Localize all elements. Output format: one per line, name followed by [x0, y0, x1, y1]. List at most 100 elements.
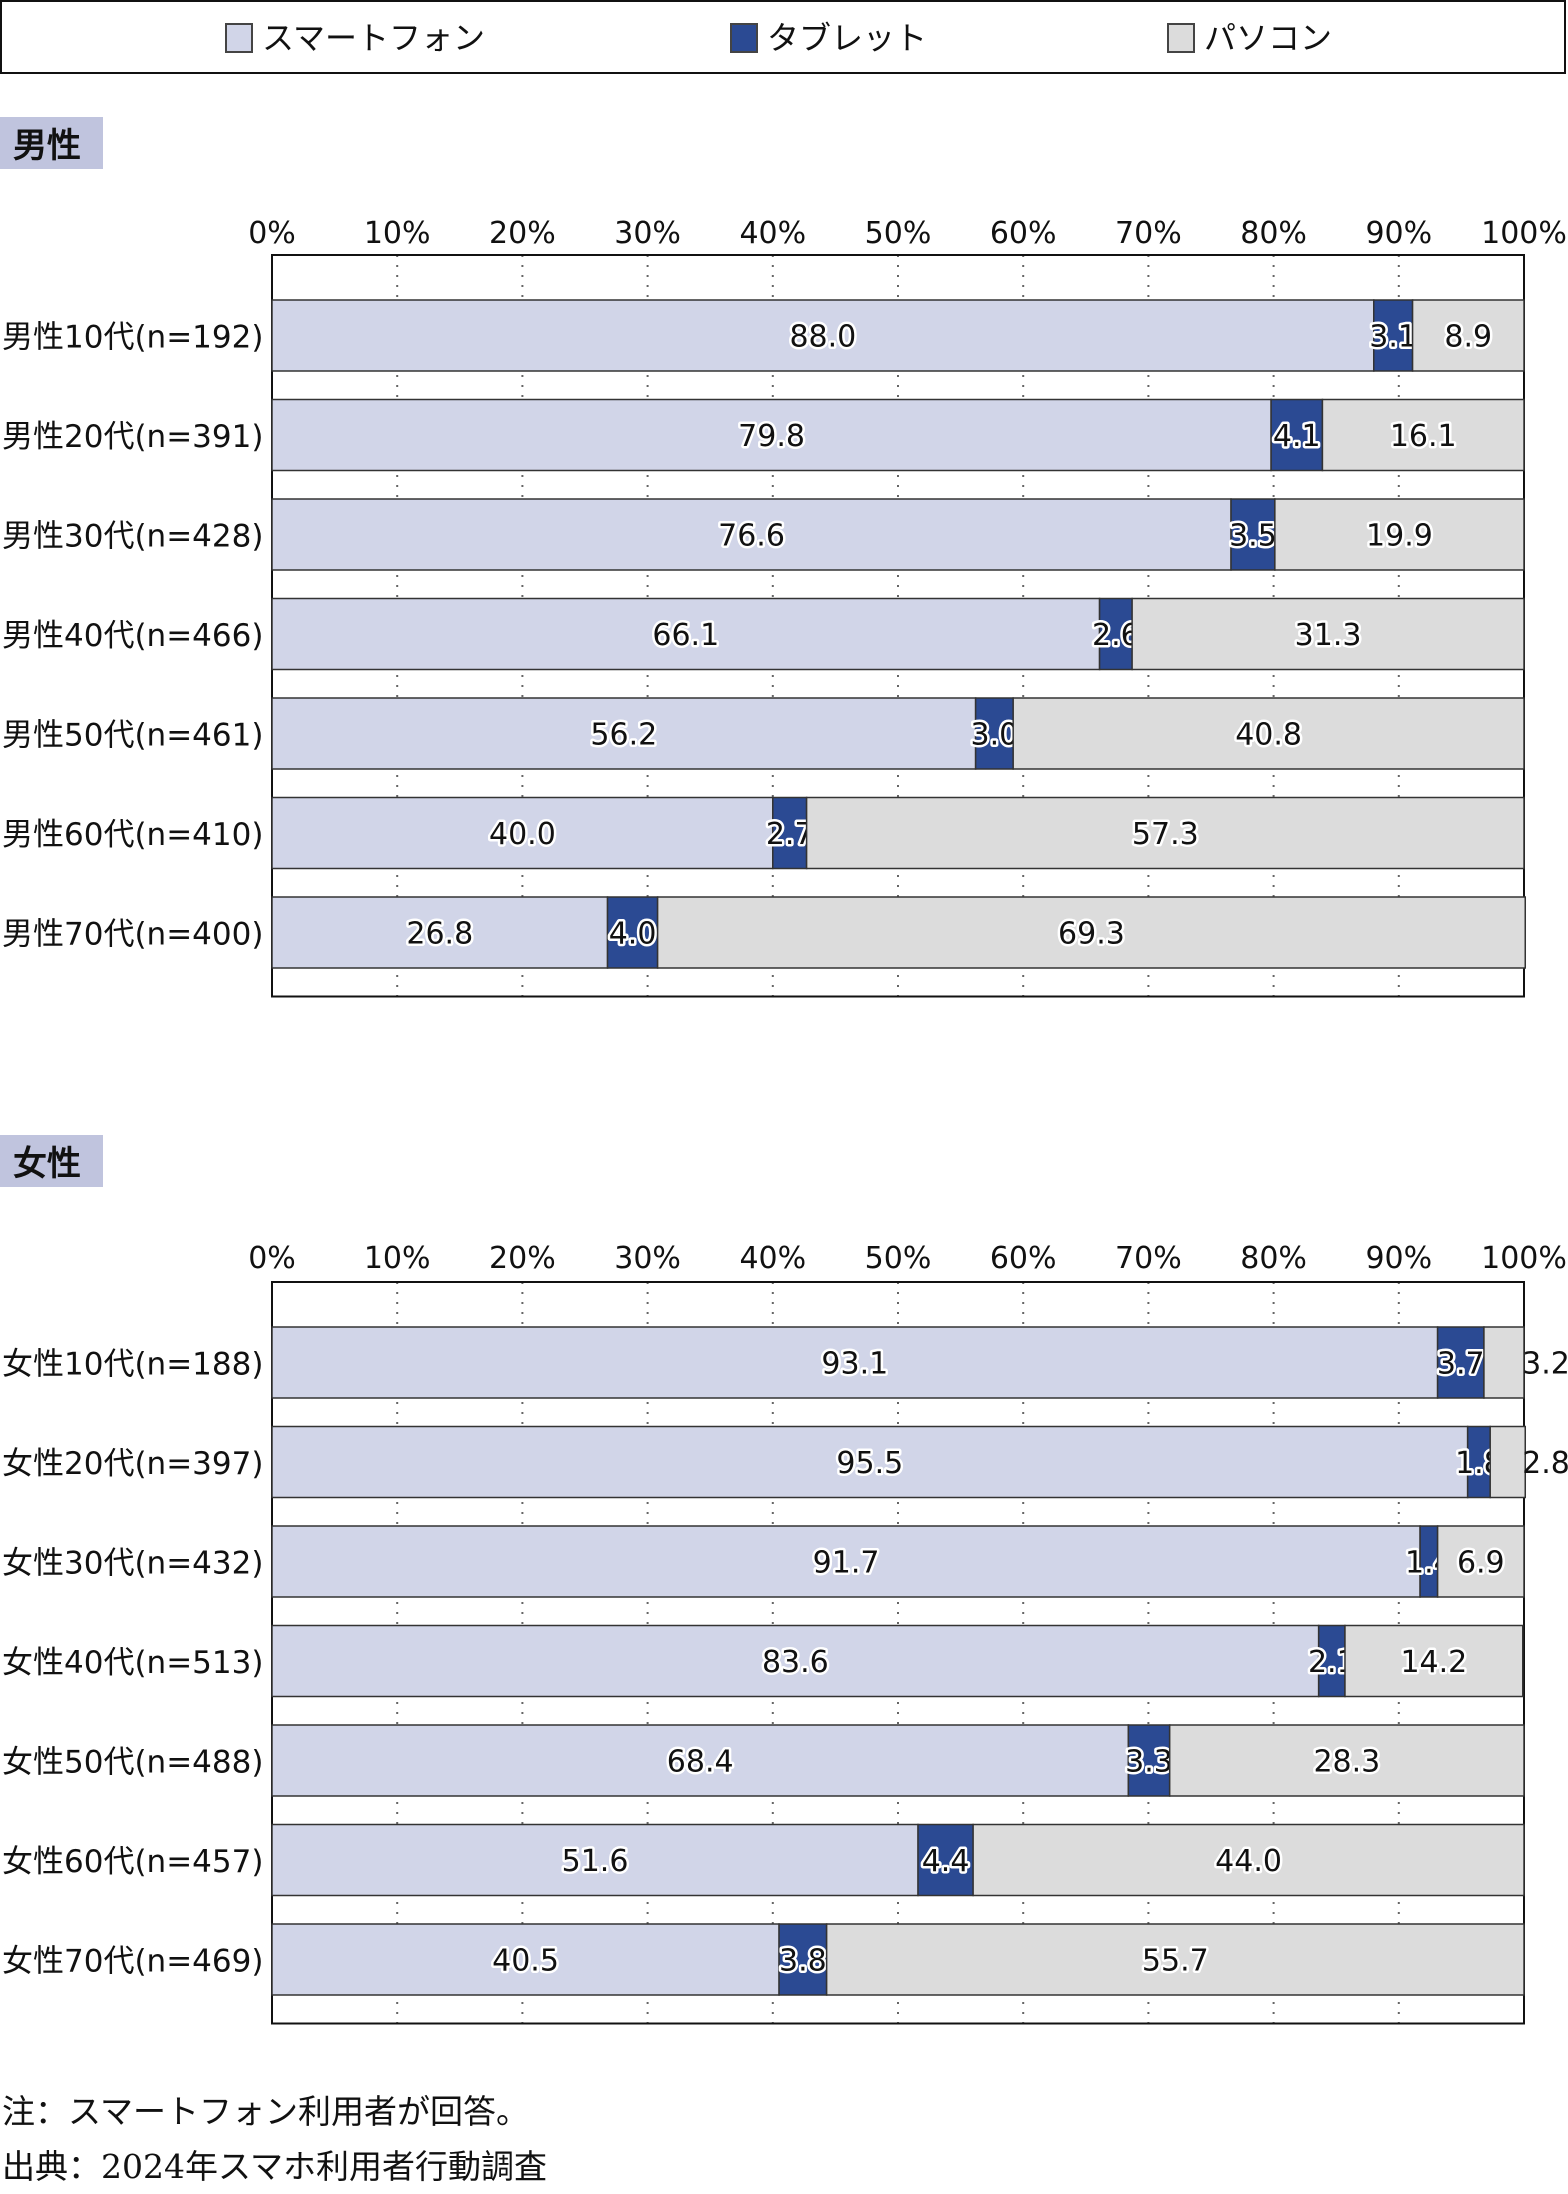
data-label: 26.8: [406, 917, 473, 952]
category-label: 女性70代(n=469): [2, 1944, 263, 1980]
legend-swatch: [730, 23, 758, 53]
legend-label: タブレット: [767, 19, 927, 57]
category-label: 女性20代(n=397): [2, 1446, 263, 1482]
bar-segment: [1230, 498, 1276, 571]
data-label: 2.8: [1522, 1446, 1568, 1481]
section-title-bg: [0, 117, 103, 169]
x-tick-label: 60%: [990, 216, 1057, 251]
category-label: 女性60代(n=457): [2, 1844, 263, 1880]
section-title: 男性: [13, 126, 81, 166]
data-label: 4.1: [1273, 419, 1321, 454]
x-tick-label: 70%: [1115, 1241, 1182, 1276]
data-label: 57.3: [1132, 817, 1199, 852]
x-tick-label: 20%: [489, 1241, 556, 1276]
data-label: 40.5: [492, 1944, 559, 1979]
category-label: 女性10代(n=188): [2, 1347, 263, 1383]
bar-segment: [271, 896, 609, 969]
x-tick-label: 0%: [248, 1241, 296, 1276]
data-label: 19.9: [1366, 519, 1433, 554]
x-tick-label: 10%: [364, 216, 431, 251]
data-label: 88.0: [789, 320, 856, 355]
x-tick-label: 10%: [364, 1241, 431, 1276]
bar-segment: [917, 1823, 974, 1897]
data-label: 2.7: [766, 817, 814, 852]
data-label: 55.7: [1142, 1944, 1209, 1979]
bar-segment: [1274, 498, 1525, 571]
bar-segment: [1344, 1624, 1524, 1698]
legend-label: パソコン: [1204, 19, 1332, 57]
bar-segment: [271, 796, 774, 870]
category-label: 男性40代(n=466): [2, 618, 263, 654]
bar-segment: [1168, 1724, 1525, 1797]
data-label: 3.7: [1437, 1347, 1485, 1382]
bar-segment: [1373, 299, 1414, 372]
x-tick-label: 30%: [614, 216, 681, 251]
legend-box: [0, 0, 1566, 74]
bar-segment: [271, 1326, 1439, 1399]
category-label: 男性30代(n=428): [2, 519, 263, 555]
category-label: 女性30代(n=432): [2, 1546, 263, 1582]
bar-segment: [271, 1823, 919, 1897]
data-label: 69.3: [1058, 917, 1125, 952]
legend-label: スマートフォン: [262, 19, 485, 57]
bar-segment: [1436, 1525, 1525, 1598]
data-label: 79.8: [738, 419, 805, 454]
data-label: 3.3: [1125, 1745, 1173, 1780]
data-label: 31.3: [1295, 618, 1362, 653]
data-label: 14.2: [1400, 1645, 1467, 1680]
x-tick-label: 80%: [1240, 216, 1307, 251]
data-label: 28.3: [1313, 1745, 1380, 1780]
bar-segment: [1012, 697, 1525, 770]
x-tick-label: 50%: [865, 216, 932, 251]
category-label: 男性10代(n=192): [2, 320, 263, 356]
bar-segment: [271, 597, 1101, 671]
bar-segment: [1098, 597, 1133, 671]
x-tick-label: 40%: [739, 1241, 806, 1276]
x-tick-label: 20%: [489, 216, 556, 251]
x-tick-label: 40%: [739, 216, 806, 251]
category-label: 男性20代(n=391): [2, 419, 263, 455]
data-label: 66.1: [652, 618, 719, 653]
category-label: 男性50代(n=461): [2, 718, 263, 754]
data-label: 3.5: [1229, 519, 1277, 554]
data-label: 16.1: [1390, 419, 1457, 454]
category-label: 女性40代(n=513): [2, 1645, 263, 1681]
x-tick-label: 100%: [1481, 216, 1567, 251]
data-label: 44.0: [1215, 1844, 1282, 1879]
bar-segment: [1436, 1326, 1485, 1399]
bar-segment: [656, 896, 1527, 969]
bar-segment: [825, 1923, 1525, 1996]
x-tick-label: 90%: [1365, 216, 1432, 251]
bar-segment: [271, 299, 1375, 372]
bar-segment: [1321, 398, 1525, 472]
bar-segment: [271, 1525, 1421, 1598]
data-label: 3.1: [1369, 320, 1417, 355]
category-label: 男性60代(n=410): [2, 817, 263, 853]
category-label: 男性70代(n=400): [2, 917, 263, 953]
bar-segment: [271, 1624, 1320, 1698]
legend-swatch: [225, 23, 253, 53]
bar-segment: [271, 1923, 780, 1996]
data-label: 95.5: [836, 1446, 903, 1481]
bar-segment: [271, 697, 977, 770]
x-tick-label: 70%: [1115, 216, 1182, 251]
bar-segment: [805, 796, 1525, 870]
section-title: 女性: [13, 1144, 81, 1184]
data-label: 91.7: [813, 1546, 880, 1581]
x-tick-label: 60%: [990, 1241, 1057, 1276]
bar-segment: [271, 498, 1232, 571]
x-tick-label: 50%: [865, 1241, 932, 1276]
data-label: 3.0: [971, 718, 1019, 753]
data-label: 56.2: [590, 718, 657, 753]
bar-segment: [974, 697, 1014, 770]
x-tick-label: 30%: [614, 1241, 681, 1276]
data-label: 51.6: [562, 1844, 629, 1879]
bar-segment: [1489, 1425, 1527, 1499]
bar-segment: [1131, 597, 1525, 671]
data-label: 76.6: [718, 519, 785, 554]
data-label: 3.2: [1522, 1347, 1568, 1382]
x-tick-label: 100%: [1481, 1241, 1567, 1276]
bar-segment: [271, 1425, 1469, 1499]
legend-swatch: [1167, 23, 1195, 53]
